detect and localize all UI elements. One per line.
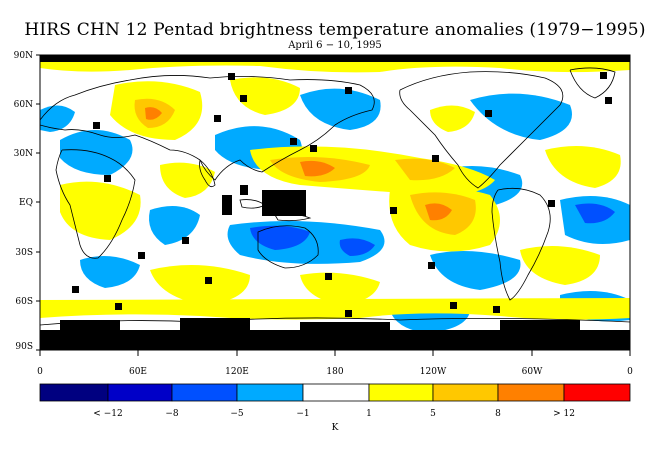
lon-label: 0 <box>37 367 43 377</box>
moderate-positive-regions <box>134 98 476 235</box>
legend-label: −8 <box>165 409 179 419</box>
lat-label: 30S <box>15 248 33 258</box>
lat-label: 60S <box>15 297 33 307</box>
strong-negative-regions <box>250 203 615 256</box>
lat-label: 90N <box>14 51 33 61</box>
legend-swatch <box>497 383 565 402</box>
lon-label: 0 <box>627 367 633 377</box>
legend-label: > 12 <box>553 409 575 419</box>
legend-label: 8 <box>495 409 501 419</box>
legend-label: −5 <box>230 409 244 419</box>
legend-swatch <box>563 383 631 402</box>
map-area <box>40 55 630 350</box>
lat-label: 30N <box>14 149 33 159</box>
legend-label: < −12 <box>93 409 122 419</box>
color-legend: < −12 −8 −5 −1 1 5 8 > 12 K <box>39 383 631 433</box>
axis-ticks <box>36 54 631 356</box>
legend-unit: K <box>332 423 339 433</box>
map-title: HIRS CHN 12 Pentad brightness temperatur… <box>24 20 646 40</box>
legend-swatch <box>107 383 173 402</box>
legend-swatch <box>368 383 434 402</box>
lon-label: 180 <box>326 367 343 377</box>
lon-label: 60W <box>522 367 543 377</box>
strong-positive-regions <box>145 107 452 221</box>
legend-label: 5 <box>430 409 436 419</box>
lat-label: 60N <box>14 100 33 110</box>
legend-swatch <box>432 383 499 402</box>
coastlines <box>40 67 630 326</box>
positive-anomaly-regions <box>40 58 630 320</box>
missing-data-regions <box>40 55 630 350</box>
legend-swatch <box>236 383 304 402</box>
lon-label: 120E <box>225 367 249 377</box>
legend-swatch <box>39 383 109 402</box>
legend-swatch <box>171 383 238 402</box>
lat-label: 90S <box>15 342 33 352</box>
legend-label: 1 <box>366 409 372 419</box>
legend-swatch <box>302 383 370 402</box>
map-subtitle: April 6 − 10, 1995 <box>288 40 382 51</box>
legend-label: −1 <box>296 409 309 419</box>
lon-label: 120W <box>420 367 447 377</box>
lat-label: EQ <box>19 198 33 208</box>
longitude-labels: 0 60E 120E 180 120W 60W 0 <box>37 367 633 377</box>
lon-label: 60E <box>129 367 147 377</box>
latitude-labels: 90N 60N 30N EQ 30S 60S 90S <box>14 51 33 352</box>
